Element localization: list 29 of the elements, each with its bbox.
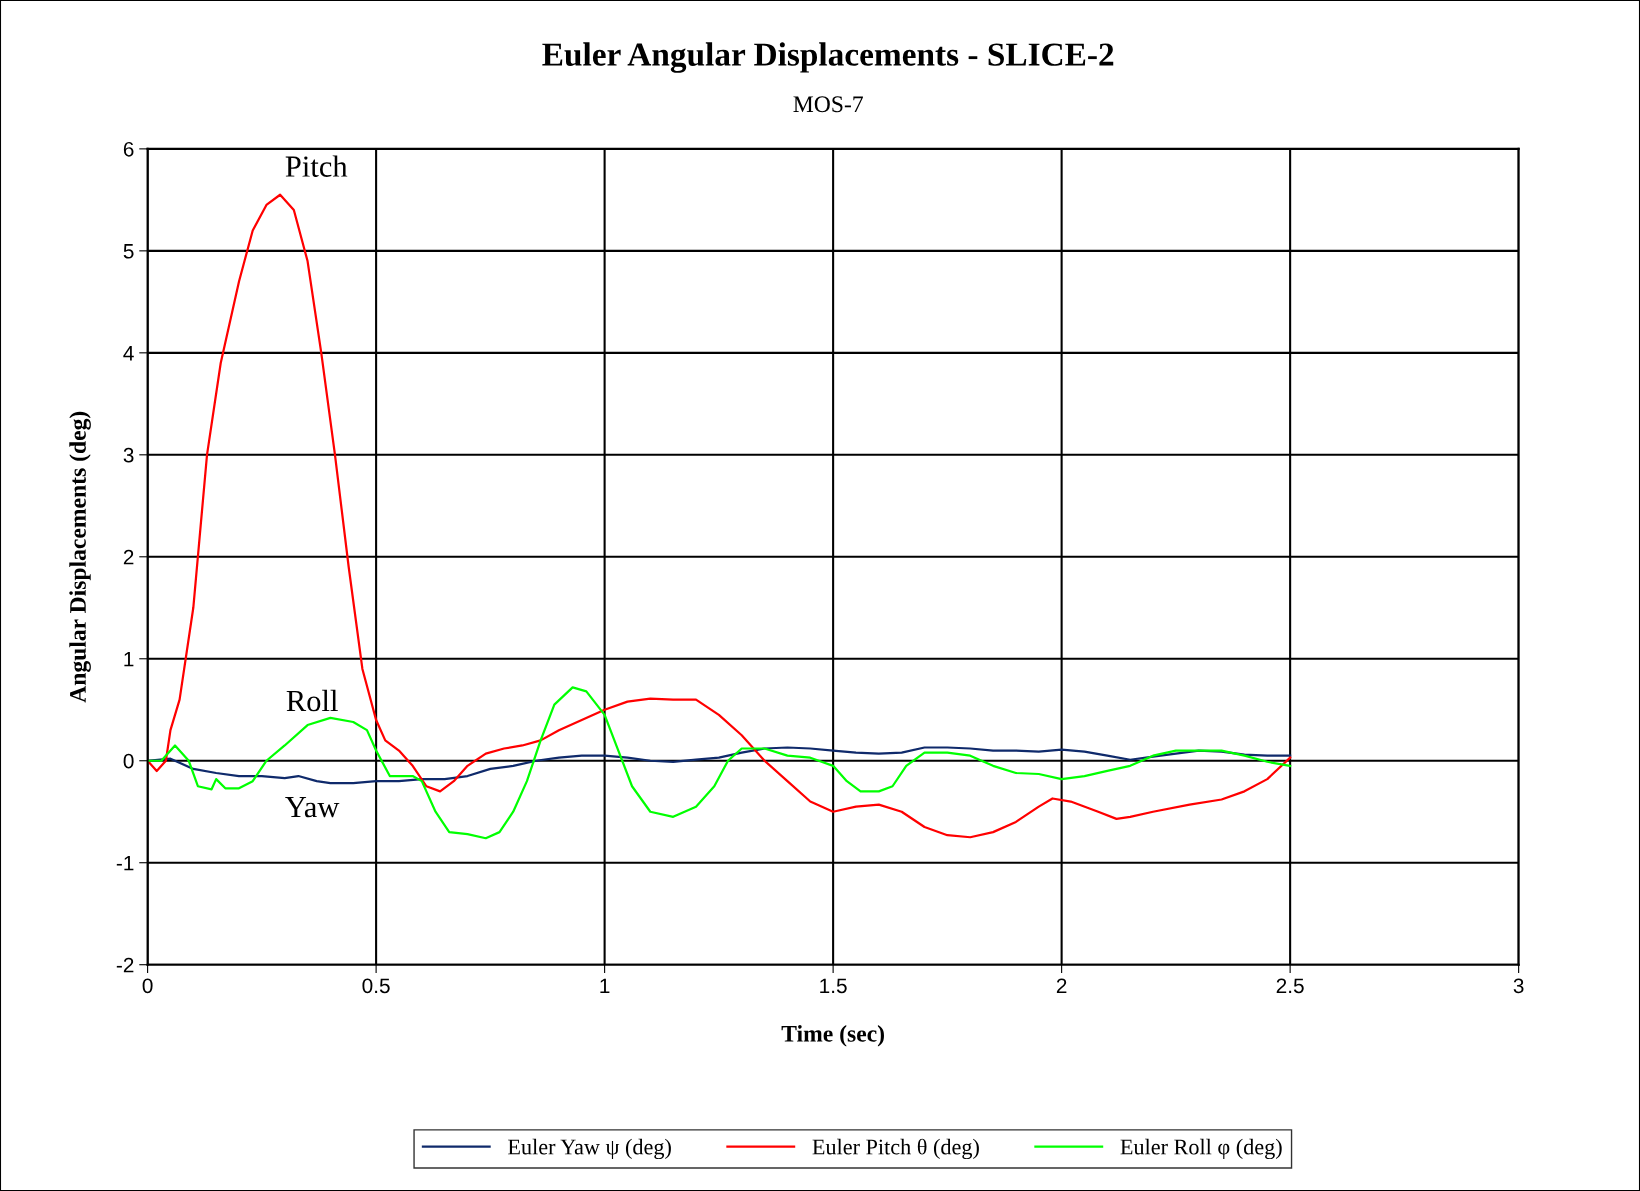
x-tick-label: 1.5 [820,978,847,994]
annotation: Yaw [285,797,340,818]
legend-label: Euler Roll φ (deg) [1120,1138,1282,1160]
y-tick-label: 3 [123,447,134,463]
legend-label: Euler Pitch θ (deg) [812,1138,979,1160]
y-tick-label: 0 [123,753,134,769]
annotation: Pitch [285,155,348,177]
chart-title: Euler Angular Displacements - SLICE-2 [542,42,1114,73]
x-tick-label: 2.5 [1276,978,1304,994]
y-tick-label: 5 [123,244,134,259]
x-tick-label: 3 [1513,978,1524,994]
y-tick-label: -1 [116,855,134,871]
y-tick-label: 1 [124,651,134,667]
legend-label: Euler Yaw ψ (deg) [508,1138,671,1160]
annotation: Roll [286,689,338,712]
y-tick-label: -2 [116,957,134,973]
line-series [147,746,1292,785]
chart-subtitle: MOS-7 [793,96,863,113]
y-tick-label: 6 [123,141,134,157]
x-tick-label: 2 [1056,978,1067,993]
y-axis-title: Angular Displacements (deg) [69,411,91,703]
x-axis-title: Time (sec) [781,1025,884,1047]
x-tick-label: 0 [142,978,153,994]
line-series [147,686,1292,840]
x-tick-label: 1 [600,978,610,993]
y-tick-label: 2 [123,549,134,565]
line-series [147,193,1292,839]
y-tick-label: 4 [123,346,134,361]
x-tick-label: 0.5 [362,978,390,994]
